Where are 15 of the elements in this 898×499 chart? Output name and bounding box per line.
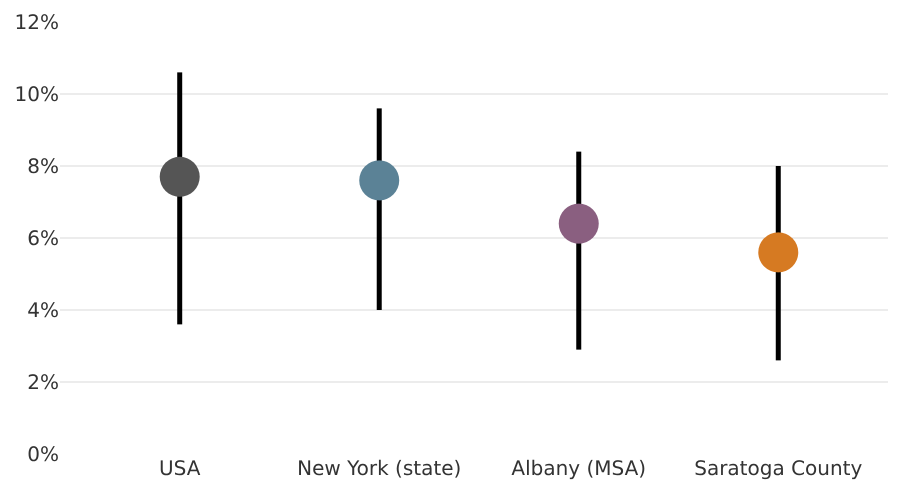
y-tick-label: 6% (27, 226, 59, 250)
point (359, 160, 400, 200)
y-tick-label: 10% (14, 82, 59, 106)
y-tick-label: 4% (27, 298, 59, 322)
y-tick-label: 2% (27, 370, 59, 394)
point (160, 156, 200, 197)
y-tick-label: 8% (27, 154, 59, 178)
x-tick-label: USA (159, 456, 201, 480)
x-tick-label: New York (state) (297, 456, 462, 480)
point (758, 232, 798, 272)
point (558, 204, 599, 244)
x-tick-label: Saratoga County (694, 456, 862, 480)
y-tick-label: 0% (27, 442, 59, 466)
y-tick-label: 12% (14, 10, 59, 34)
x-tick-label: Albany (MSA) (511, 456, 646, 480)
